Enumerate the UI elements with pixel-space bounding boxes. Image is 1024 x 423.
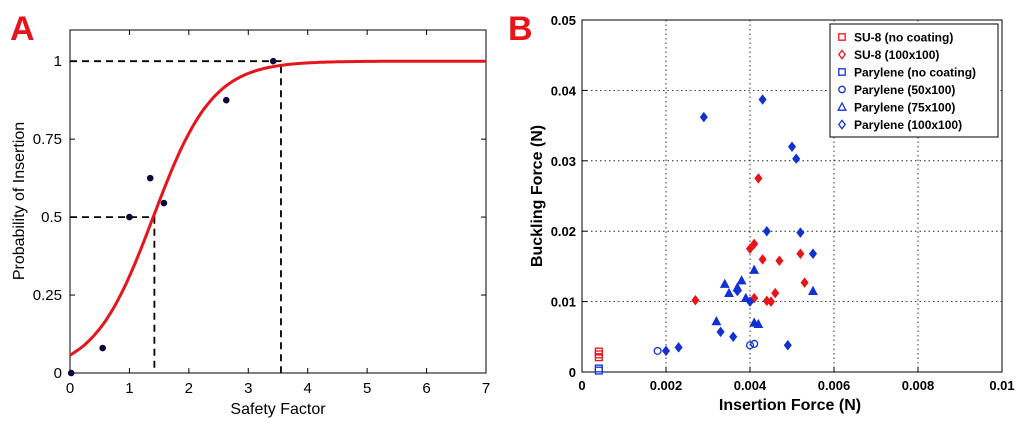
panel-b-legend-marker <box>837 101 847 111</box>
panel-b-data-point <box>783 340 792 351</box>
panel-a-label: A <box>10 10 35 48</box>
panel-b-legend-label: Parylene (no coating) <box>854 66 976 80</box>
panel-b-data-point <box>754 173 763 184</box>
panel-b-data-point <box>749 264 760 274</box>
panel-b-data-point <box>808 285 818 295</box>
panel-b-x-tick-label: 0.006 <box>818 378 851 393</box>
panel-b-y-tick-label: 0 <box>569 365 576 380</box>
panel-b-data-point <box>787 141 797 152</box>
panel-a-data-point <box>67 369 75 377</box>
panel-b-data-point <box>758 254 767 265</box>
panel-b-legend: SU-8 (no coating) SU-8 (100x100) Parylene … <box>829 23 999 138</box>
panel-b-data-point <box>792 153 801 164</box>
panel-b-data-point <box>594 347 603 356</box>
panel-b-data-point <box>796 227 805 238</box>
panel-a-x-tick-label: 3 <box>244 380 252 397</box>
panel-b-legend-label: SU-8 (no coating) <box>854 31 953 45</box>
panel-a-data-point <box>99 344 106 352</box>
panel-b-data-point <box>691 294 700 306</box>
panel-a-y-tick-label: 1 <box>54 53 62 70</box>
panel-a-x-tick-label: 1 <box>125 380 133 397</box>
panel-b-x-tick-label: 0.004 <box>734 378 767 393</box>
panel-b-x-tick-label: 0 <box>578 378 585 393</box>
panel-b-data-point <box>719 278 730 288</box>
panel-a-x-tick-label: 0 <box>66 380 74 397</box>
panel-a-data-point <box>146 174 154 182</box>
panel-b-data-point <box>716 326 725 338</box>
panel-b-legend-box <box>829 23 999 138</box>
panel-b-data-point <box>766 296 776 307</box>
panel-a-data-point <box>126 213 133 221</box>
panel-a-data-point <box>269 57 277 65</box>
panel-b-data-point <box>796 248 805 259</box>
panel-b-data-point <box>711 315 722 326</box>
panel-a: A 0 1 2 3 4 5 6 7 0 0.25 0.5 0.75 1 Safety Factor Pr… <box>10 10 490 418</box>
panel-a-data-point <box>160 199 168 207</box>
panel-a-y-tick-label: 0.5 <box>41 209 62 226</box>
panel-a-axes-box <box>69 29 487 374</box>
panel-b-data-point <box>800 277 809 288</box>
panel-a-y-tick-label: 0.25 <box>33 287 62 304</box>
panel-b-data-point <box>750 292 759 304</box>
panel-b-data-point <box>808 248 818 259</box>
panel-b-legend-label: Parylene (50x100) <box>854 83 955 97</box>
panel-a-fit-curve <box>69 59 486 357</box>
panel-b-x-tick-label: 0.002 <box>650 378 683 393</box>
panel-a-plot-layer: 0 1 2 3 4 5 6 7 0 0.25 0.5 0.75 1 <box>33 30 490 397</box>
panel-a-data-point <box>222 96 230 104</box>
panel-b-plot-layer: 0 0.002 0.004 0.006 0.008 0.01 0 0.01 0.02 0.03 0.… <box>551 13 1015 393</box>
panel-b: B 0 0.002 0.004 0.006 0.008 0.01 0 0.01 0.02 0.03… <box>508 10 1015 414</box>
panel-b-legend-label: SU-8 (100x100) <box>854 48 939 62</box>
panel-b-data-point <box>674 342 683 353</box>
panel-b-y-tick-label: 0.01 <box>551 295 576 310</box>
panel-b-data-point <box>775 255 784 267</box>
panel-b-data-point <box>594 364 603 373</box>
panel-a-reference-line <box>70 60 282 373</box>
panel-b-legend-marker <box>838 33 846 41</box>
panel-b-x-axis-label: Insertion Force (N) <box>719 397 861 414</box>
panel-b-data-point <box>771 287 780 299</box>
panel-b-data-point <box>753 318 764 329</box>
panel-b-legend-label: Parylene (75x100) <box>854 101 955 115</box>
panel-b-data-point <box>736 275 747 285</box>
panel-a-x-axis-label: Safety Factor <box>230 401 326 418</box>
panel-a-y-tick-label: 0 <box>54 365 62 382</box>
panel-b-data-point <box>699 111 708 123</box>
panel-b-data-point <box>745 243 755 255</box>
panel-b-data-point <box>745 296 755 307</box>
panel-b-data-point <box>733 285 742 297</box>
panel-b-data-point <box>653 346 662 355</box>
panel-b-data-point <box>762 225 771 237</box>
panel-b-data-point <box>724 287 734 298</box>
panel-b-legend-marker <box>838 68 846 76</box>
panel-a-y-tick-label: 0.75 <box>33 131 62 148</box>
panel-b-y-tick-label: 0.04 <box>551 83 577 98</box>
panel-a-x-tick-label: 5 <box>363 380 371 397</box>
panel-b-data-point <box>745 341 755 350</box>
panel-b-x-tick-label: 0.01 <box>989 378 1014 393</box>
panel-b-legend-marker <box>838 85 846 94</box>
panel-a-x-tick-label: 7 <box>482 380 490 397</box>
panel-a-y-axis-label: Probability of Insertion <box>11 122 28 280</box>
panel-b-y-tick-label: 0.03 <box>551 154 576 169</box>
panel-b-x-tick-label: 0.008 <box>902 378 935 393</box>
panel-b-data-point <box>750 238 759 250</box>
panel-b-data-point <box>729 331 738 343</box>
panel-b-legend-marker <box>837 49 847 60</box>
panel-b-legend-label: Parylene (100x100) <box>854 118 962 132</box>
panel-a-x-tick-label: 2 <box>185 380 193 397</box>
panel-b-legend-marker <box>837 119 847 130</box>
panel-a-x-tick-label: 6 <box>422 380 430 397</box>
panel-b-data-point <box>750 339 759 348</box>
panel-a-x-tick-label: 4 <box>304 380 312 397</box>
panel-b-label: B <box>508 10 533 48</box>
panel-b-data-point <box>661 345 671 357</box>
panel-b-y-axis-label: Buckling Force (N) <box>529 125 546 267</box>
panel-b-y-tick-label: 0.02 <box>551 224 576 239</box>
panel-b-y-tick-label: 0.05 <box>551 13 576 28</box>
panel-b-data-point <box>758 94 767 105</box>
